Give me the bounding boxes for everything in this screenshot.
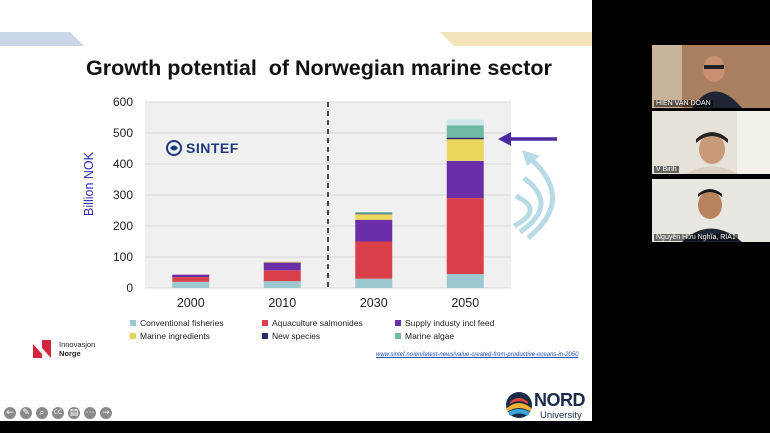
pen-icon[interactable]: ✎ xyxy=(20,407,32,419)
slideshow-controls: ← ✎ ⌕ CC ▤ ⋯ → xyxy=(4,407,112,419)
legend-item: Supply industy incl feed xyxy=(395,318,494,328)
legend-swatch xyxy=(395,333,401,339)
participant-name: Nguyễn Hữu Nghĩa, RIA1 xyxy=(654,234,738,241)
participant-video xyxy=(652,45,770,108)
y-tick-label: 100 xyxy=(113,250,133,264)
legend-label: Marine algae xyxy=(405,331,455,341)
bar-segment xyxy=(172,277,210,282)
innovasjon-line-1: Innovasjon xyxy=(59,340,96,349)
bar-segment xyxy=(263,281,301,288)
participant-name: HIEN VAN DOAN xyxy=(654,100,713,107)
bar-segment xyxy=(355,212,393,214)
legend-label: Conventional fisheries xyxy=(140,318,224,328)
bar-segment xyxy=(446,274,484,288)
x-tick-label: 2010 xyxy=(268,296,296,310)
y-tick-label: 300 xyxy=(113,188,133,202)
arrowhead-icon xyxy=(522,150,540,166)
nord-logo-text: NORD xyxy=(534,390,586,410)
legend-item: Marine ingredients xyxy=(130,331,210,341)
nord-emblem-icon xyxy=(506,392,532,418)
next-slide-icon[interactable]: → xyxy=(100,407,112,419)
legend-swatch xyxy=(262,320,268,326)
legend-label: New species xyxy=(272,331,321,341)
legend-swatch xyxy=(395,320,401,326)
arrow-highlight-icon xyxy=(498,132,557,146)
decorative-header-stripes xyxy=(0,32,592,46)
nord-logo-subtitle: University xyxy=(540,410,582,421)
bar-segment xyxy=(263,261,301,263)
prev-slide-icon[interactable]: ← xyxy=(4,407,16,419)
y-tick-label: 600 xyxy=(113,95,133,109)
bar-segment xyxy=(446,198,484,275)
legend-swatch xyxy=(262,333,268,339)
x-tick-label: 2000 xyxy=(177,296,205,310)
zoom-icon[interactable]: ⌕ xyxy=(36,407,48,419)
bar-segment xyxy=(355,213,393,215)
bar-segment xyxy=(172,274,210,278)
captions-icon[interactable]: CC xyxy=(52,407,64,419)
participant-video xyxy=(652,179,770,242)
y-axis-label: Billion NOK xyxy=(82,151,96,216)
slide-title: Growth potential of Norwegian marine sec… xyxy=(86,56,552,80)
bar-segment xyxy=(355,278,393,288)
legend-label: Marine ingredients xyxy=(140,331,210,341)
bar-segment xyxy=(263,262,301,271)
bar-segment-top xyxy=(446,119,484,126)
participant-tile-binh[interactable]: V Binh xyxy=(652,111,770,174)
innovasjon-logo-icon xyxy=(33,340,51,358)
growth-curve-arrows-icon xyxy=(512,158,555,240)
bar-segment xyxy=(355,219,393,242)
legend-label: Supply industy incl feed xyxy=(405,318,495,328)
legend-item: Marine algae xyxy=(395,331,454,341)
bar-segment xyxy=(355,214,393,220)
stacked-bar-chart: 0 100 200 300 400 500 600 2000 2010 2030 2050 Bil… xyxy=(82,95,557,310)
more-options-icon[interactable]: ⋯ xyxy=(84,407,96,419)
participant-video xyxy=(652,111,770,174)
legend-item: Aquaculture salmonides xyxy=(262,318,363,328)
y-tick-label: 0 xyxy=(126,281,133,295)
nord-university-logo: NORD University xyxy=(504,390,590,421)
innovasjon-line-2: Norge xyxy=(59,349,81,358)
participant-tile-nghia[interactable]: Nguyễn Hữu Nghĩa, RIA1 xyxy=(652,179,770,242)
x-tick-label: 2030 xyxy=(360,296,388,310)
legend-item: Conventional fisheries xyxy=(130,318,224,328)
presentation-slide: Growth potential of Norwegian marine sec… xyxy=(0,0,592,421)
subtitles-icon[interactable]: ▤ xyxy=(68,407,80,419)
bar-segment xyxy=(263,270,301,282)
bar-segment xyxy=(172,281,210,288)
bar-segment xyxy=(446,125,484,138)
legend-label: Aquaculture salmonides xyxy=(272,318,363,328)
legend-swatch xyxy=(130,320,136,326)
sintef-emblem-icon xyxy=(166,140,182,156)
y-tick-label: 200 xyxy=(113,219,133,233)
y-tick-label: 500 xyxy=(113,126,133,140)
legend-item: New species xyxy=(262,331,320,341)
participant-name: V Binh xyxy=(654,166,679,173)
bar-segment xyxy=(355,241,393,279)
x-tick-label: 2050 xyxy=(451,296,479,310)
innovasjon-norge-logo: Innovasjon Norge xyxy=(31,338,95,360)
sintef-logo-text: SINTEF xyxy=(186,140,239,156)
legend-swatch xyxy=(130,333,136,339)
y-tick-label: 400 xyxy=(113,157,133,171)
participant-tile-hien[interactable]: HIEN VAN DOAN xyxy=(652,45,770,108)
bar-segment xyxy=(446,160,484,199)
bar-segment xyxy=(446,139,484,161)
bar-segment xyxy=(446,137,484,140)
sintef-logo: SINTEF xyxy=(166,138,239,158)
source-link[interactable]: www.sintef.no/en/latest-news/value-creat… xyxy=(376,352,579,358)
